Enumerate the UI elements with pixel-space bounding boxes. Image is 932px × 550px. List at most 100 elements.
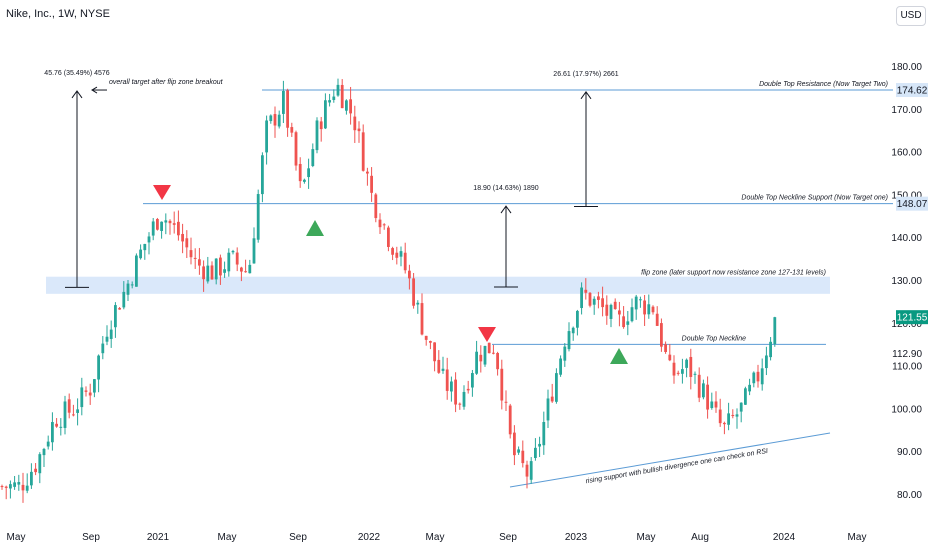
candle-body: [181, 233, 184, 242]
x-tick-label: Sep: [499, 532, 517, 543]
candle-body: [160, 221, 163, 231]
price-badge-label: 174.62: [897, 86, 928, 97]
candle-body: [382, 224, 386, 226]
x-tick-label: Sep: [82, 532, 100, 543]
candle-body: [303, 179, 306, 182]
candle-body: [752, 372, 756, 384]
candle-body: [454, 379, 457, 405]
candle-body: [634, 296, 638, 310]
candle-body: [84, 390, 88, 392]
candle-body: [601, 298, 604, 308]
y-tick-label: 160.00: [891, 148, 922, 159]
candle-body: [193, 257, 197, 259]
candle-body: [479, 354, 483, 362]
candle-body: [395, 252, 399, 258]
measure-label: 18.90 (14.63%) 1890: [473, 185, 538, 192]
candle-body: [235, 252, 239, 265]
candle-body: [689, 356, 693, 377]
candle-body: [697, 374, 701, 398]
currency-button[interactable]: USD: [896, 6, 926, 26]
candle-body: [340, 84, 344, 109]
x-tick-label: 2024: [773, 532, 796, 543]
candle-body: [101, 343, 105, 354]
candle-body: [571, 327, 575, 334]
candle-body: [244, 271, 247, 273]
candle-body: [147, 236, 151, 243]
chart-title: Nike, Inc., 1W, NYSE: [6, 8, 110, 20]
candle-body: [265, 120, 268, 153]
candle-body: [450, 381, 453, 392]
candle-body: [34, 468, 37, 473]
candle-body: [286, 90, 289, 128]
candle-body: [294, 132, 298, 166]
candle-body: [42, 448, 46, 456]
candle-body: [324, 100, 327, 129]
candle-body: [706, 384, 709, 410]
measure-arrowhead: [71, 90, 83, 99]
candle-body: [135, 255, 138, 287]
candle-body: [676, 372, 680, 374]
y-tick-label: 90.00: [897, 447, 922, 458]
annotation-target: overall target after flip zone breakout: [109, 79, 224, 86]
candle-body: [21, 484, 25, 491]
candle-body: [521, 450, 525, 464]
candle-body: [403, 252, 407, 271]
candle-body: [714, 401, 718, 408]
x-tick-label: Sep: [289, 532, 307, 543]
y-tick-label: 180.00: [891, 62, 922, 73]
candle-body: [441, 368, 445, 371]
candle-body: [613, 301, 617, 310]
candle-body: [353, 116, 357, 131]
candle-body: [496, 353, 499, 370]
candle-body: [643, 300, 646, 315]
candle-body: [605, 304, 609, 316]
candle-body: [298, 163, 302, 182]
x-tick-label: 2022: [358, 532, 381, 543]
level-label: Double Top Resistance (Now Target Two): [759, 81, 888, 88]
candle-body: [328, 100, 331, 103]
candle-body: [97, 355, 100, 380]
candle-body: [172, 223, 176, 225]
candle-body: [567, 331, 571, 350]
candle-body: [185, 238, 189, 248]
candle-body: [723, 422, 726, 425]
annotation-support: rising support with bullish divergence o…: [585, 448, 768, 485]
candle-body: [4, 486, 8, 488]
measure-arrowhead: [580, 90, 592, 100]
candle-body: [282, 90, 285, 114]
candle-body: [420, 303, 424, 335]
candle-body: [529, 461, 533, 480]
candle-body: [51, 422, 54, 443]
level-label: Double Top Neckline: [682, 335, 746, 342]
candle-body: [366, 171, 369, 174]
candle-body: [471, 373, 474, 388]
candle-body: [277, 114, 281, 127]
candle-body: [219, 257, 222, 276]
candle-body: [693, 373, 697, 375]
candle-body: [437, 359, 441, 373]
candle-body: [492, 352, 495, 354]
candle-body: [126, 283, 130, 295]
x-tick-label: May: [218, 532, 237, 543]
x-tick-label: May: [426, 532, 445, 543]
price-badge-label: 148.07: [897, 199, 928, 210]
candle-body: [718, 409, 722, 424]
flip-zone: [46, 276, 830, 294]
measure-arrowhead: [500, 205, 512, 214]
candle-body: [588, 292, 592, 306]
candle-body: [189, 250, 193, 258]
candle-body: [240, 267, 243, 272]
candle-body: [660, 323, 663, 347]
candle-body: [655, 313, 659, 326]
candle-body: [202, 266, 205, 280]
candle-body: [319, 121, 323, 130]
candle-body: [332, 96, 336, 100]
x-tick-label: May: [848, 532, 867, 543]
level-label: Double Top Neckline Support (Now Target …: [741, 195, 888, 202]
candle-body: [408, 270, 411, 279]
candle-body: [756, 371, 760, 382]
up-arrow-icon: [610, 348, 628, 364]
candle-body: [391, 248, 394, 255]
candle-body: [500, 368, 504, 401]
